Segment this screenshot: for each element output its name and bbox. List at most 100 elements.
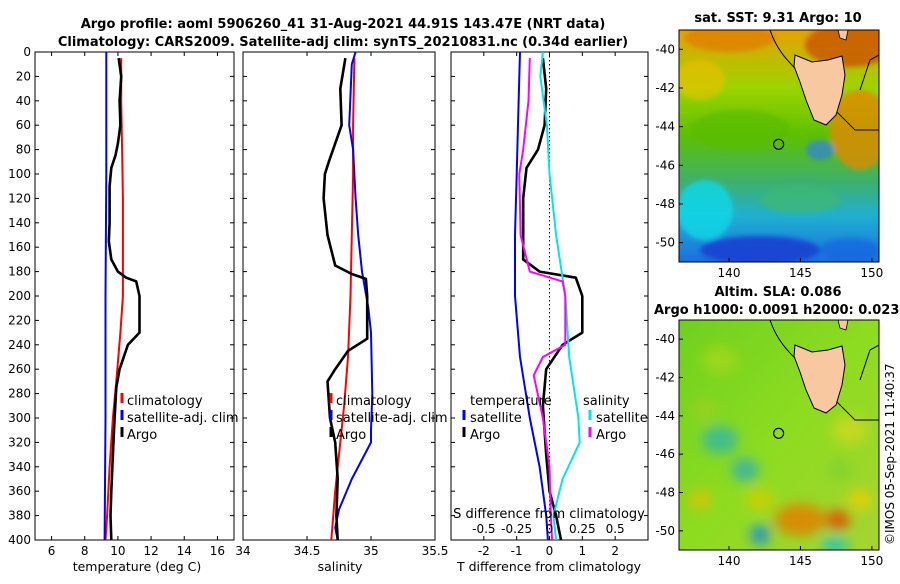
temperature-axes-box (34, 51, 235, 541)
temperature-legend: climatology satellite-adj. clim Argo (120, 393, 239, 443)
depth-tick-label: 220 (8, 313, 31, 327)
legend-label: satellite (596, 411, 648, 426)
x-tick-label: 35.5 (422, 544, 449, 558)
map-x-tick-label: 140 (718, 266, 741, 280)
sst-map-frame (678, 29, 880, 263)
salinity-legend-title: salinity (583, 394, 630, 409)
legend-label: Argo (336, 428, 366, 443)
depth-tick-label: 200 (8, 289, 31, 303)
figure-title-line2: Climatology: CARS2009. Satellite-adj cli… (58, 35, 628, 50)
depth-tick-label: 80 (16, 143, 31, 157)
legend-label: satellite-adj. clim (336, 411, 448, 426)
salinity-lines (322, 52, 374, 540)
difference-xlabel: T difference from climatology (456, 559, 642, 574)
legend-label: climatology (336, 394, 412, 409)
salinity-x-ticks: 34 34.5 35 35.5 (235, 52, 448, 558)
s-satellite-line (539, 52, 581, 540)
sla-map-frame (678, 319, 880, 551)
legend-label: Argo (470, 428, 500, 443)
sla-map-title: Altim. SLA: 0.086 (715, 285, 842, 300)
s-diff-tick-label: 0.25 (569, 522, 596, 536)
difference-x-ticks: -2 -1 0 1 2 (478, 52, 619, 558)
map-x-tick-label: 145 (789, 554, 812, 568)
depth-tick-label: 140 (8, 216, 31, 230)
sst-map-ticks: 140 145 150 -40 -42 -44 -46 -48 -50 (655, 42, 883, 280)
sla-argo-position-marker (772, 427, 785, 439)
salinity-xlabel: salinity (318, 559, 363, 574)
depth-tick-label: 340 (8, 460, 31, 474)
map-y-tick-label: -46 (655, 158, 675, 172)
x-tick-label: 12 (143, 544, 158, 558)
depth-tick-label: 180 (8, 265, 31, 279)
s-difference-ticks: -0.5 -0.25 0 0.25 0.5 (472, 522, 625, 536)
sla-map-subtitle: Argo h1000: 0.0091 h2000: 0.023 (654, 303, 899, 318)
sst-field (679, 30, 879, 262)
salinity-panel: 34 34.5 35 35.5 salinity climatology satelli… (235, 51, 448, 574)
sst-patches (679, 30, 879, 262)
depth-tick-label: 280 (8, 387, 31, 401)
x-tick-label: 10 (110, 544, 125, 558)
depth-tick-label: 120 (8, 191, 31, 205)
sst-argo-position-marker (772, 138, 785, 150)
sla-field (679, 320, 879, 550)
x-tick-label: -1 (511, 544, 523, 558)
s-diff-tick-label: 0 (546, 522, 554, 536)
depth-tick-label: 240 (8, 338, 31, 352)
s-diff-tick-label: -0.5 (472, 522, 495, 536)
x-tick-label: 34 (235, 544, 250, 558)
tasmania-landmass-sla (793, 344, 846, 414)
depth-tick-label: 100 (8, 167, 31, 181)
legend-label: Argo (596, 428, 626, 443)
depth-tick-label: 40 (16, 94, 31, 108)
sla-blobs (688, 346, 872, 550)
x-tick-label: 0 (546, 544, 554, 558)
figure-title-line1: Argo profile: aoml 5906260_41 31-Aug-202… (81, 17, 606, 32)
map-y-tick-label: -42 (655, 81, 675, 95)
map-y-tick-label: -40 (655, 42, 675, 56)
sst-map: sat. SST: 9.31 Argo: 10 140 145 150 -40 -42 -… (655, 11, 883, 280)
map-y-tick-label: -48 (655, 197, 675, 211)
depth-tick-label: 20 (16, 69, 31, 83)
temperature-lines (103, 52, 141, 540)
depth-axis: 0 20 40 60 80 100 120 140 160 180 200 220 240 260 280 3… (8, 45, 31, 547)
map-y-tick-label: -44 (655, 120, 675, 134)
difference-panel: -2 -1 0 1 2 T difference from climatology S … (450, 51, 649, 574)
salinity-axes-box (242, 51, 436, 541)
depth-tick-label: 320 (8, 435, 31, 449)
map-y-tick-label: -46 (655, 447, 675, 461)
temperature-legend-title: temperature (470, 394, 552, 409)
climatology-line (104, 58, 124, 540)
x-tick-label: 35 (363, 544, 378, 558)
map-y-tick-label: -42 (655, 371, 675, 385)
temperature-panel: 0 20 40 60 80 100 120 140 160 180 200 220 240 260 280 3… (8, 45, 239, 574)
depth-tick-label: 300 (8, 411, 31, 425)
t-satellite-line (514, 52, 549, 540)
map-x-tick-label: 150 (860, 554, 883, 568)
argo-line (322, 57, 369, 540)
s-difference-label: S difference from climatology (453, 507, 645, 522)
depth-tick-label: 380 (8, 509, 31, 523)
sla-map: Altim. SLA: 0.086 Argo h1000: 0.0091 h20… (654, 285, 899, 568)
depth-tick-label: 260 (8, 362, 31, 376)
difference-lines (514, 52, 584, 540)
map-y-tick-label: -40 (655, 332, 675, 346)
map-x-tick-label: 140 (718, 554, 741, 568)
t-argo-line (521, 57, 584, 540)
x-tick-label: 6 (48, 544, 56, 558)
map-y-tick-label: -44 (655, 409, 675, 423)
difference-legend: temperature salinity satellite Argo satellit… (462, 394, 648, 443)
legend-label: Argo (127, 428, 157, 443)
depth-tick-label: 160 (8, 240, 31, 254)
sst-map-title: sat. SST: 9.31 Argo: 10 (694, 11, 861, 26)
map-x-tick-label: 145 (789, 266, 812, 280)
x-tick-label: 8 (81, 544, 89, 558)
argo-line (107, 57, 141, 540)
x-tick-label: 16 (210, 544, 225, 558)
x-tick-label: 34.5 (294, 544, 321, 558)
legend-label: satellite-adj. clim (127, 411, 239, 426)
imos-watermark: ©IMOS 05-Sep-2021 11:40:37 (883, 363, 897, 545)
s-diff-tick-label: 0.5 (606, 522, 625, 536)
legend-label: satellite (470, 411, 522, 426)
depth-tick-label: 60 (16, 118, 31, 132)
